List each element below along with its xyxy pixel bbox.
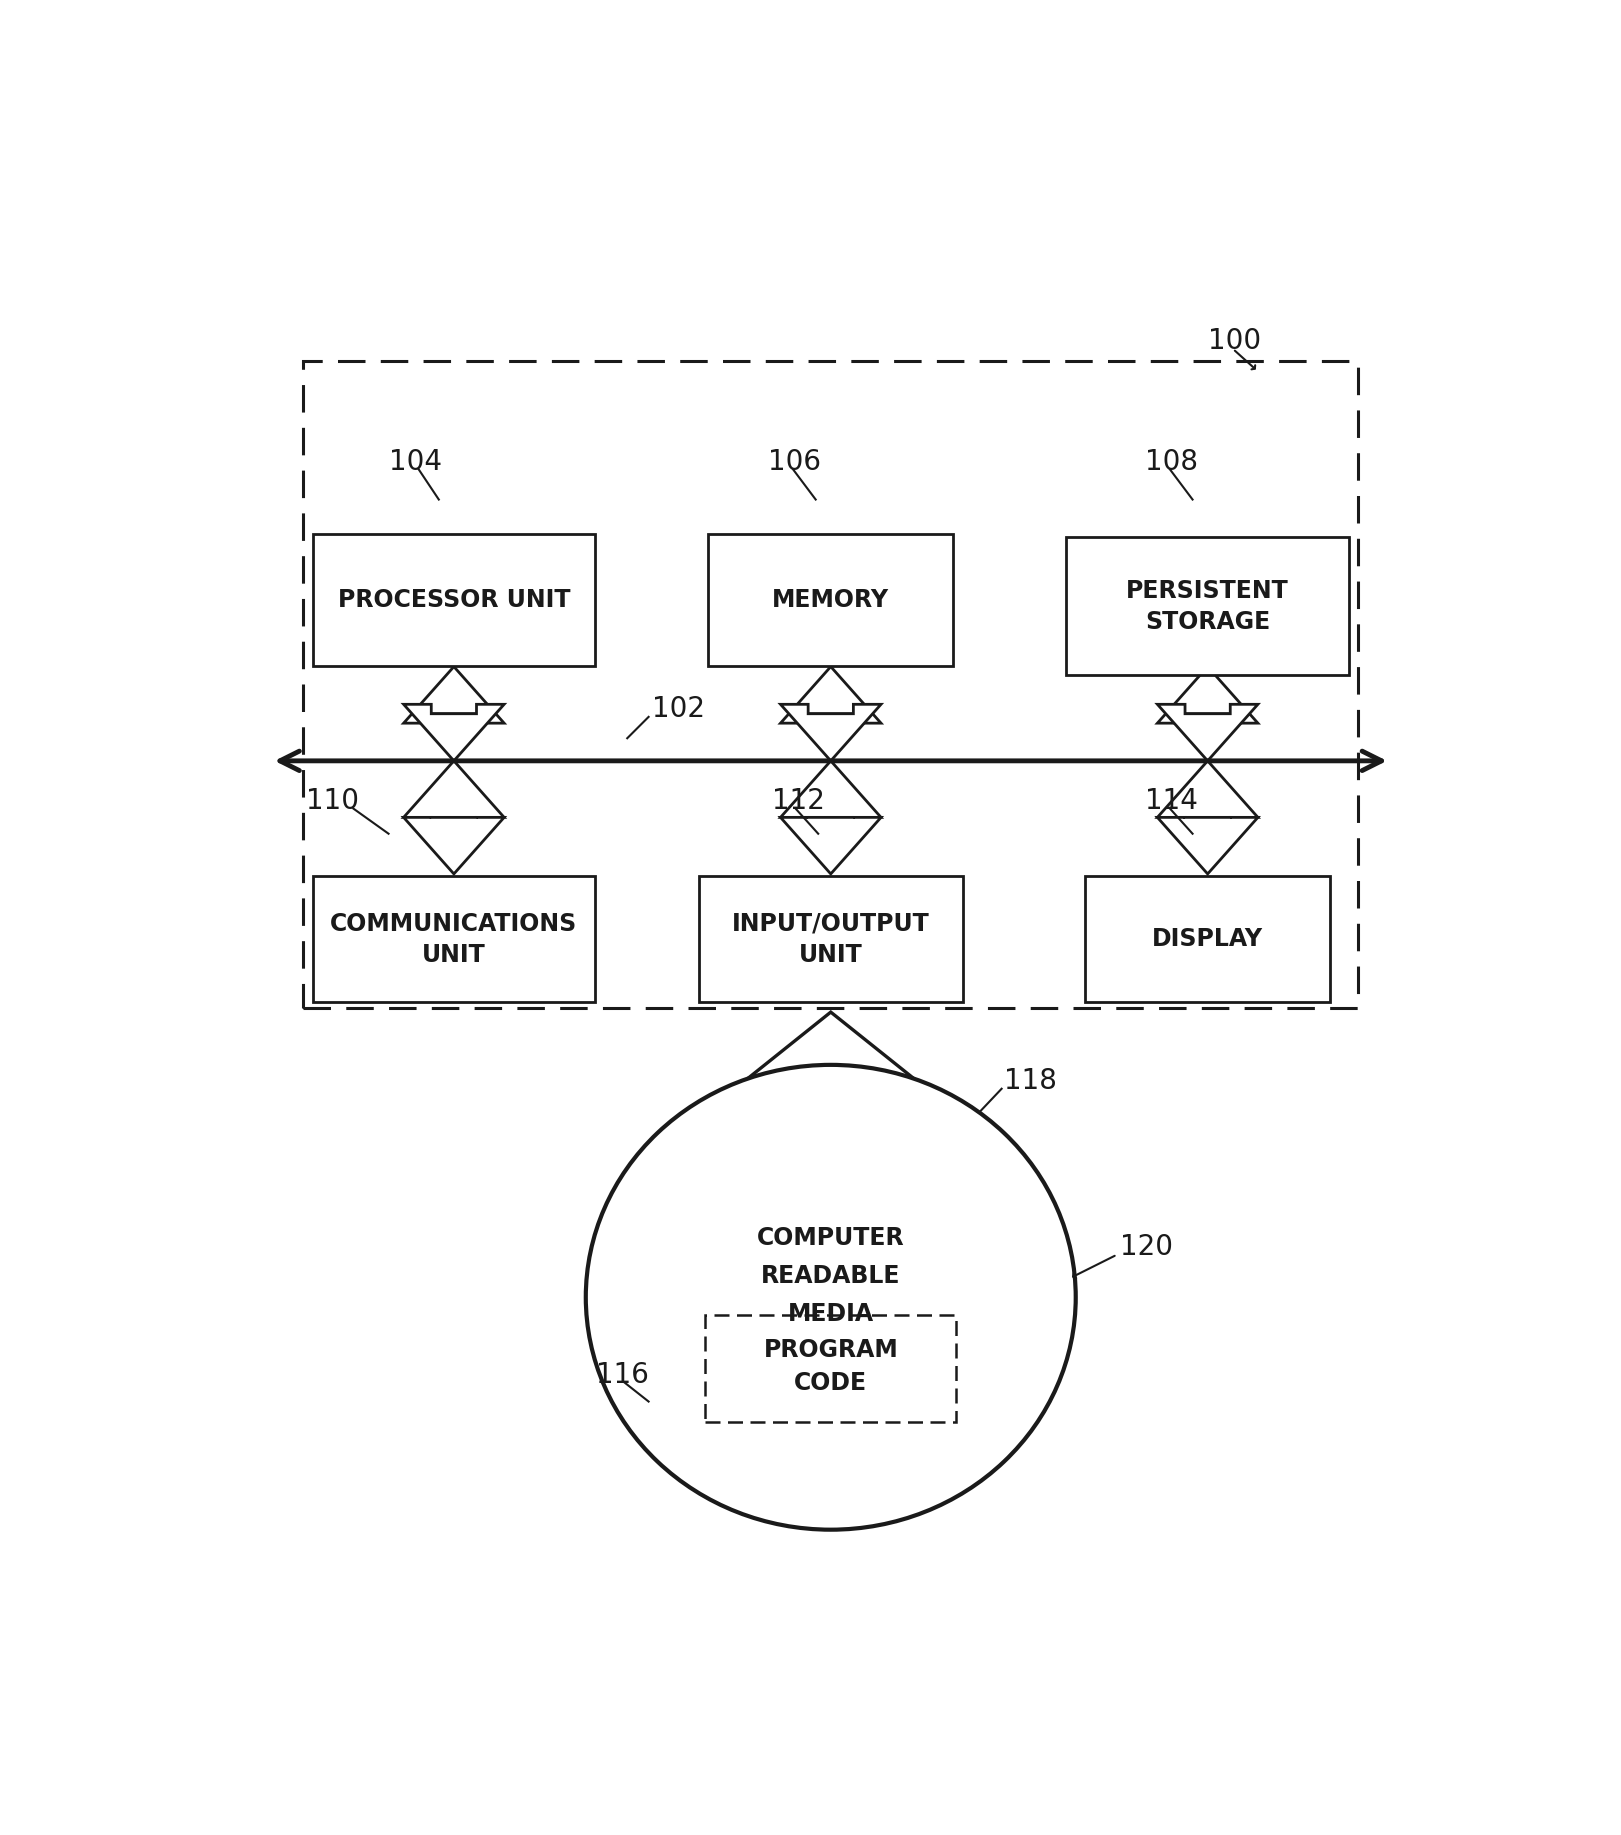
- Text: 114: 114: [1144, 787, 1198, 815]
- Text: READABLE: READABLE: [760, 1264, 901, 1288]
- Text: 106: 106: [768, 448, 820, 475]
- Polygon shape: [736, 1013, 926, 1134]
- Text: PERSISTENT
STORAGE: PERSISTENT STORAGE: [1127, 580, 1289, 633]
- Text: 112: 112: [772, 787, 825, 815]
- Text: 118: 118: [1003, 1068, 1057, 1095]
- Polygon shape: [781, 817, 882, 873]
- Bar: [303, 361, 1358, 1009]
- Polygon shape: [781, 666, 882, 723]
- Polygon shape: [1157, 705, 1258, 762]
- Bar: [313, 877, 595, 1002]
- Text: MEMORY: MEMORY: [772, 587, 890, 613]
- Polygon shape: [404, 705, 504, 762]
- Text: 108: 108: [1144, 448, 1198, 475]
- Bar: [313, 534, 595, 666]
- Text: 104: 104: [389, 448, 441, 475]
- Bar: [1067, 538, 1349, 675]
- Bar: [699, 877, 963, 1002]
- Text: 116: 116: [597, 1362, 648, 1389]
- Text: CODE: CODE: [794, 1371, 867, 1395]
- Text: COMPUTER: COMPUTER: [757, 1226, 905, 1250]
- Text: COMMUNICATIONS
UNIT: COMMUNICATIONS UNIT: [331, 912, 577, 967]
- Text: 102: 102: [652, 695, 705, 723]
- Bar: [705, 1316, 956, 1422]
- Text: 120: 120: [1120, 1233, 1172, 1261]
- Text: PROGRAM: PROGRAM: [763, 1338, 898, 1362]
- Polygon shape: [1157, 817, 1258, 873]
- Bar: [708, 534, 953, 666]
- Polygon shape: [1157, 762, 1258, 817]
- Text: PROCESSOR UNIT: PROCESSOR UNIT: [337, 587, 571, 613]
- Text: DISPLAY: DISPLAY: [1153, 927, 1263, 951]
- Polygon shape: [781, 705, 882, 762]
- Polygon shape: [781, 762, 882, 817]
- Text: INPUT/OUTPUT
UNIT: INPUT/OUTPUT UNIT: [733, 912, 929, 967]
- Bar: [1084, 877, 1331, 1002]
- Polygon shape: [404, 762, 504, 817]
- Text: 110: 110: [306, 787, 358, 815]
- Ellipse shape: [585, 1064, 1076, 1530]
- Polygon shape: [404, 666, 504, 723]
- Polygon shape: [1157, 666, 1258, 723]
- Text: MEDIA: MEDIA: [788, 1301, 874, 1325]
- Text: 100: 100: [1208, 327, 1261, 356]
- Polygon shape: [404, 817, 504, 873]
